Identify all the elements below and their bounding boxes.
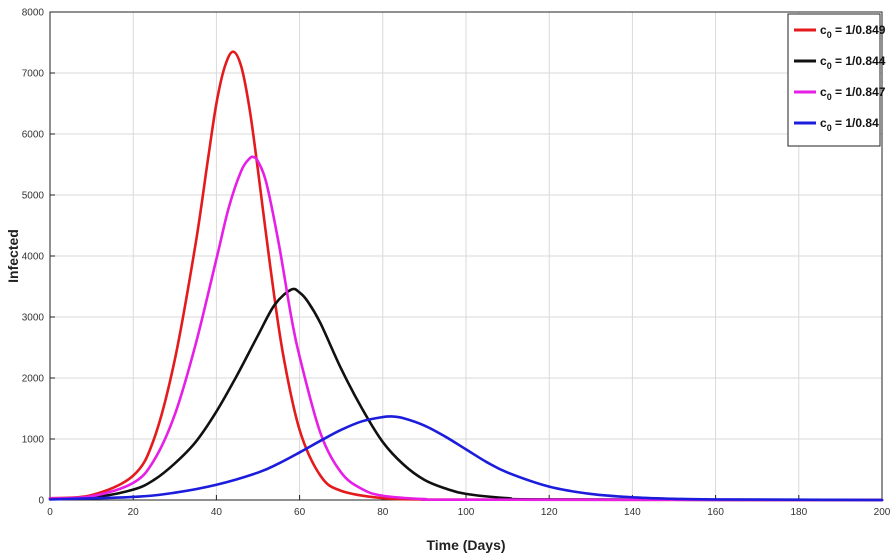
y-tick-label: 5000 [22,191,45,202]
y-tick-label: 3000 [22,313,45,324]
grid [49,11,883,501]
x-axis-label: Time (Days) [426,537,505,553]
x-tick-label: 140 [624,507,641,518]
x-tick-label: 80 [377,507,389,518]
y-axis-label: Infected [5,229,21,283]
legend-label-subscript: 0 [827,92,832,102]
legend-label-0: c0 = 1/0.849 [820,23,886,40]
y-tick-label: 0 [38,496,44,507]
legend-label-base: c [820,85,827,99]
legend-label-rest: = 1/0.849 [832,23,886,37]
legend-label-subscript: 0 [827,61,832,71]
legend-label-rest: = 1/0.84 [832,116,879,130]
y-tick-label: 6000 [22,130,45,141]
x-tick-label: 200 [874,507,891,518]
series-line-3 [48,415,884,502]
x-tick-label: 60 [294,507,306,518]
x-tick-label: 40 [211,507,223,518]
legend-label-base: c [820,23,827,37]
legend-label-rest: = 1/0.847 [832,85,886,99]
legend-label-3: c0 = 1/0.84 [820,116,879,133]
legend-label-subscript: 0 [827,30,832,40]
legend-label-2: c0 = 1/0.847 [820,85,886,102]
series-line-2 [48,155,884,502]
y-tick-label: 2000 [22,374,45,385]
series-lines [48,50,884,502]
x-tick-label: 0 [47,507,53,518]
legend-label-1: c0 = 1/0.844 [820,54,886,71]
x-tick-label: 180 [790,507,807,518]
legend-label-base: c [820,54,827,68]
legend-label-subscript: 0 [827,123,832,133]
x-tick-label: 20 [128,507,140,518]
x-tick-label: 120 [541,507,558,518]
y-tick-label: 7000 [22,69,45,80]
x-tick-label: 100 [458,507,475,518]
legend-label-rest: = 1/0.844 [832,54,886,68]
y-tick-label: 4000 [22,252,45,263]
axis-ticks: 0 20 40 60 80 100 120 140 160 180 2000100020003000… [22,8,891,519]
legend-label-base: c [820,116,827,130]
series-line-1 [48,287,884,502]
x-tick-label: 160 [707,507,724,518]
y-tick-label: 1000 [22,435,45,446]
y-tick-label: 8000 [22,8,45,19]
